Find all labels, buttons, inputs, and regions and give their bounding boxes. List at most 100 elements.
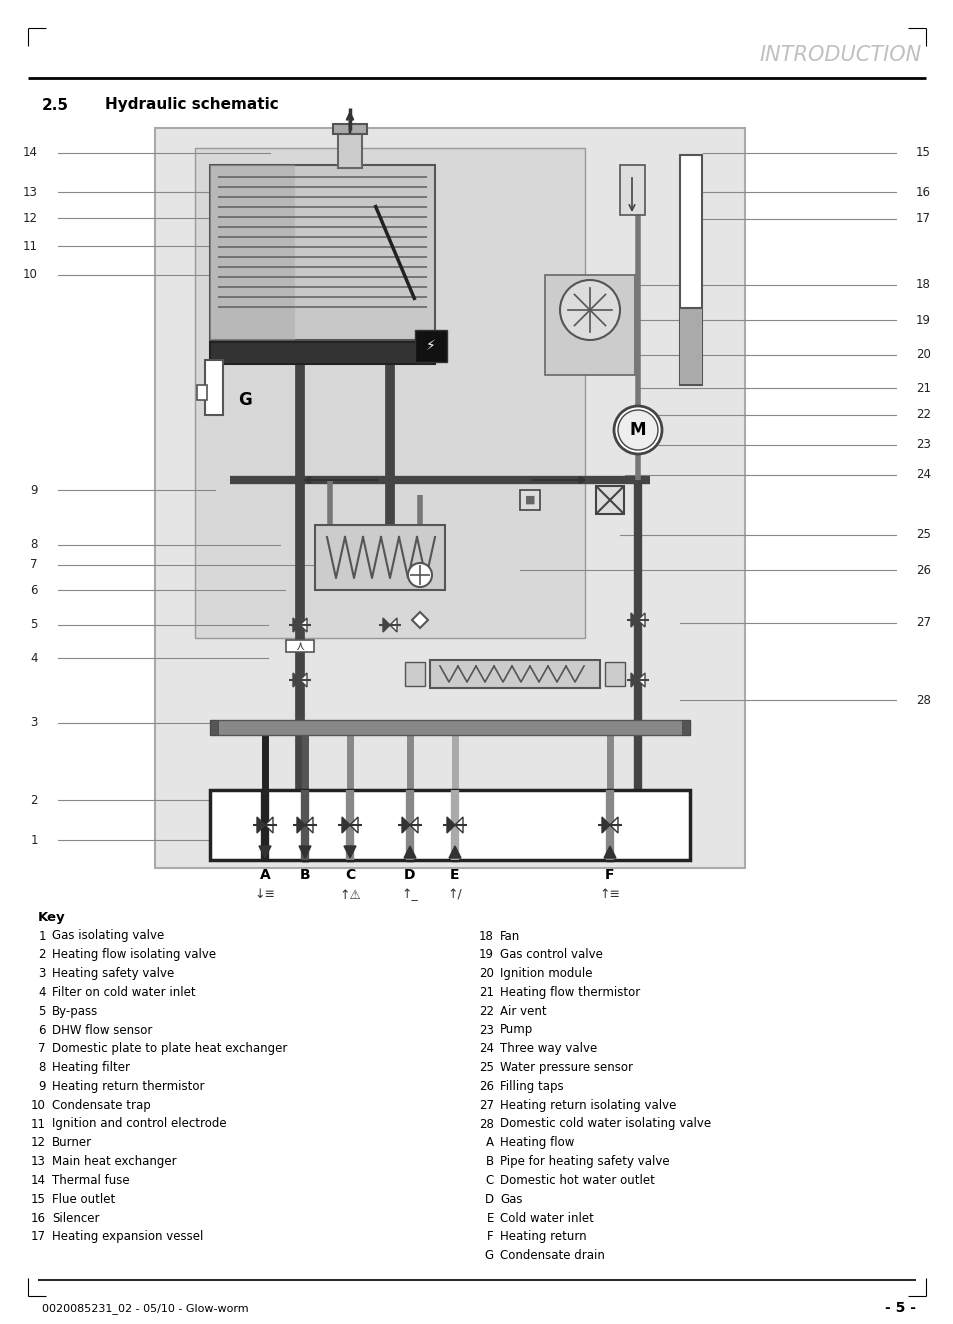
Text: DHW flow sensor: DHW flow sensor — [52, 1023, 152, 1037]
Polygon shape — [447, 817, 455, 833]
Text: 13: 13 — [23, 185, 38, 199]
Text: 2: 2 — [30, 793, 38, 806]
Circle shape — [618, 410, 658, 450]
Text: ↑_: ↑_ — [401, 888, 418, 902]
Polygon shape — [455, 817, 462, 833]
Text: 21: 21 — [915, 381, 930, 395]
Text: Heating safety valve: Heating safety valve — [52, 967, 174, 980]
Bar — [604, 662, 624, 686]
Text: 8: 8 — [30, 539, 38, 552]
Text: B: B — [485, 1155, 494, 1168]
Text: 28: 28 — [478, 1117, 494, 1131]
Bar — [679, 155, 701, 385]
Polygon shape — [449, 846, 460, 858]
Text: Gas: Gas — [499, 1193, 522, 1206]
Text: 10: 10 — [31, 1099, 46, 1112]
Text: 27: 27 — [915, 617, 930, 629]
Text: 20: 20 — [915, 348, 930, 361]
Bar — [210, 166, 435, 340]
Text: 20: 20 — [478, 967, 494, 980]
Text: 16: 16 — [915, 185, 930, 199]
Text: 19: 19 — [915, 314, 930, 327]
Text: INTRODUCTION: INTRODUCTION — [759, 45, 921, 65]
Text: 17: 17 — [30, 1230, 46, 1243]
Text: Domestic cold water isolating valve: Domestic cold water isolating valve — [499, 1117, 710, 1131]
Bar — [210, 720, 218, 735]
Polygon shape — [630, 613, 638, 628]
Bar — [314, 526, 444, 591]
Text: 28: 28 — [915, 694, 930, 707]
Text: A: A — [485, 1136, 494, 1149]
Text: 27: 27 — [478, 1099, 494, 1112]
Text: D: D — [484, 1193, 494, 1206]
Bar — [154, 128, 744, 869]
Text: M: M — [629, 421, 645, 440]
Text: 12: 12 — [23, 212, 38, 225]
Text: 1: 1 — [38, 929, 46, 943]
Text: Three way valve: Three way valve — [499, 1042, 597, 1055]
Text: Cold water inlet: Cold water inlet — [499, 1211, 594, 1225]
Text: 2.5: 2.5 — [42, 98, 69, 113]
Bar — [205, 360, 223, 414]
Text: 6: 6 — [30, 584, 38, 597]
Polygon shape — [630, 673, 638, 687]
Text: B: B — [299, 869, 310, 882]
Text: ↑/: ↑/ — [447, 888, 462, 902]
Text: Ignition and control electrode: Ignition and control electrode — [52, 1117, 227, 1131]
Text: ⋏: ⋏ — [295, 639, 304, 653]
Text: Heating return isolating valve: Heating return isolating valve — [499, 1099, 676, 1112]
Text: 11: 11 — [23, 240, 38, 253]
Text: 8: 8 — [38, 1061, 46, 1074]
Polygon shape — [601, 817, 609, 833]
Text: 15: 15 — [915, 147, 930, 159]
Text: ↑⚠: ↑⚠ — [338, 888, 360, 902]
Bar — [210, 790, 689, 861]
Text: 4: 4 — [38, 986, 46, 998]
Text: 13: 13 — [31, 1155, 46, 1168]
Polygon shape — [299, 673, 307, 687]
Text: 23: 23 — [478, 1023, 494, 1037]
Text: C: C — [345, 869, 355, 882]
Text: Filter on cold water inlet: Filter on cold water inlet — [52, 986, 195, 998]
Text: 10: 10 — [23, 269, 38, 282]
Text: 1: 1 — [30, 834, 38, 846]
Text: 23: 23 — [915, 438, 930, 451]
Bar — [681, 720, 689, 735]
Polygon shape — [298, 846, 311, 858]
Bar — [210, 342, 435, 364]
Text: Ignition module: Ignition module — [499, 967, 592, 980]
Polygon shape — [603, 846, 616, 858]
Circle shape — [614, 406, 661, 454]
Text: Heating return thermistor: Heating return thermistor — [52, 1080, 204, 1092]
Text: Pipe for heating safety valve: Pipe for heating safety valve — [499, 1155, 669, 1168]
Text: F: F — [487, 1230, 494, 1243]
Text: 16: 16 — [30, 1211, 46, 1225]
Text: F: F — [604, 869, 614, 882]
Text: 26: 26 — [915, 564, 930, 576]
Bar — [194, 148, 584, 638]
Polygon shape — [609, 817, 618, 833]
Text: 19: 19 — [478, 948, 494, 961]
Text: Flue outlet: Flue outlet — [52, 1193, 115, 1206]
Text: Gas control valve: Gas control valve — [499, 948, 602, 961]
Text: 22: 22 — [478, 1005, 494, 1018]
Text: G: G — [484, 1249, 494, 1262]
Circle shape — [559, 279, 619, 340]
Text: Condensate trap: Condensate trap — [52, 1099, 151, 1112]
Text: ↑≡: ↑≡ — [598, 888, 619, 902]
Text: Silencer: Silencer — [52, 1211, 99, 1225]
Bar — [544, 275, 635, 375]
Text: 6: 6 — [38, 1023, 46, 1037]
Text: Heating expansion vessel: Heating expansion vessel — [52, 1230, 203, 1243]
Text: 15: 15 — [31, 1193, 46, 1206]
Polygon shape — [305, 817, 313, 833]
Text: - 5 -: - 5 - — [884, 1301, 915, 1316]
Text: 24: 24 — [915, 469, 930, 482]
Text: Domestic hot water outlet: Domestic hot water outlet — [499, 1174, 654, 1186]
Text: 26: 26 — [478, 1080, 494, 1092]
Text: Thermal fuse: Thermal fuse — [52, 1174, 130, 1186]
Text: 17: 17 — [915, 212, 930, 225]
Text: Heating flow: Heating flow — [499, 1136, 574, 1149]
Bar — [196, 385, 207, 400]
Bar — [619, 166, 644, 214]
